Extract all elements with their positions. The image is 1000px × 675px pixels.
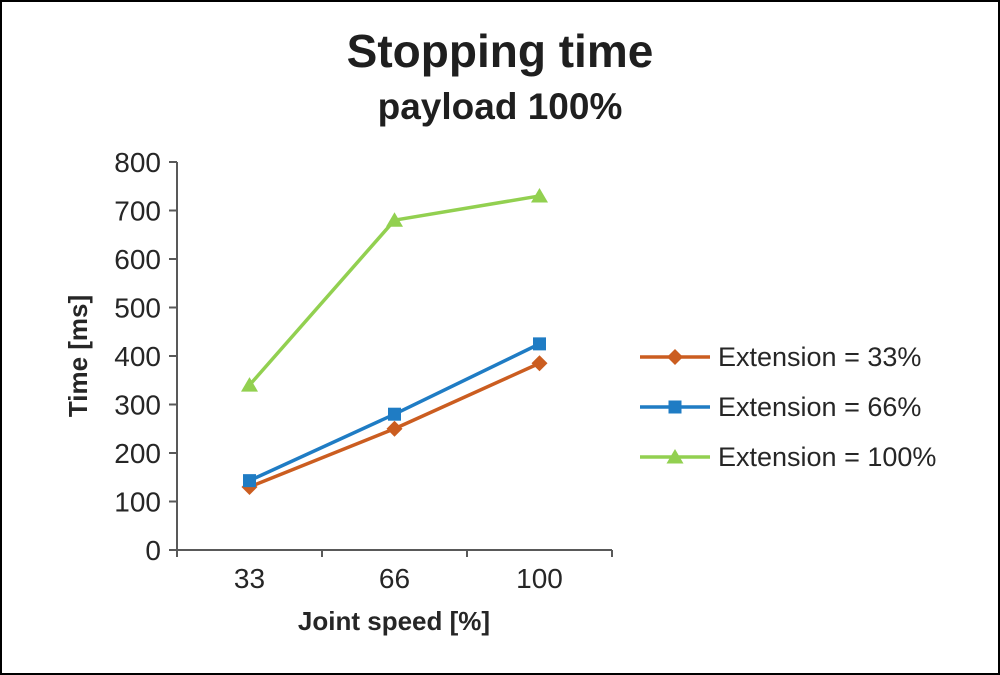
plot-area: Time [ms] Joint speed [%] 0 100 200 300 400 5… — [63, 147, 613, 636]
x-tick-label: 100 — [516, 563, 563, 594]
legend-line-sample — [640, 395, 710, 419]
legend-sample-svg — [640, 349, 710, 365]
legend-line-sample — [640, 445, 710, 469]
series-marker — [388, 407, 401, 421]
y-tick-label: 400 — [114, 341, 161, 372]
legend-item: Extension = 66% — [640, 384, 936, 430]
y-tick-label: 0 — [145, 535, 161, 566]
series-marker — [667, 349, 683, 365]
series-marker — [533, 337, 546, 351]
series-marker — [243, 474, 256, 488]
series-marker — [666, 449, 684, 464]
y-axis-title: Time [ms] — [63, 295, 93, 417]
x-axis-title: Joint speed [%] — [298, 606, 490, 636]
series-marker — [668, 400, 682, 414]
series-marker — [531, 355, 548, 372]
legend-label: Extension = 100% — [718, 441, 937, 472]
legend-item: Extension = 33% — [640, 334, 936, 380]
legend-sample-svg — [640, 449, 710, 464]
y-tick-label: 300 — [114, 390, 161, 421]
y-tick-label: 600 — [114, 244, 161, 275]
x-tick-label: 33 — [234, 563, 265, 594]
chart-title: Stopping time — [346, 25, 654, 77]
legend-label: Extension = 66% — [718, 391, 922, 422]
y-tick-label: 500 — [114, 293, 161, 324]
legend-sample-svg — [640, 400, 710, 414]
series-marker — [531, 187, 548, 203]
y-tick-label: 200 — [114, 438, 161, 469]
x-tick-label: 66 — [379, 563, 410, 594]
legend-label: Extension = 33% — [718, 341, 922, 372]
series-marker — [386, 212, 403, 227]
chart-subtitle: payload 100% — [377, 86, 623, 127]
y-tick-label: 700 — [114, 196, 161, 227]
legend-line-sample — [640, 345, 710, 369]
y-tick-label: 800 — [114, 147, 161, 178]
series-marker — [241, 377, 258, 392]
y-tick-label: 100 — [114, 487, 161, 518]
legend-item: Extension = 100% — [640, 434, 936, 480]
series-marker — [386, 420, 403, 437]
legend: Extension = 33% Extension = 66% Extensio… — [640, 334, 936, 480]
